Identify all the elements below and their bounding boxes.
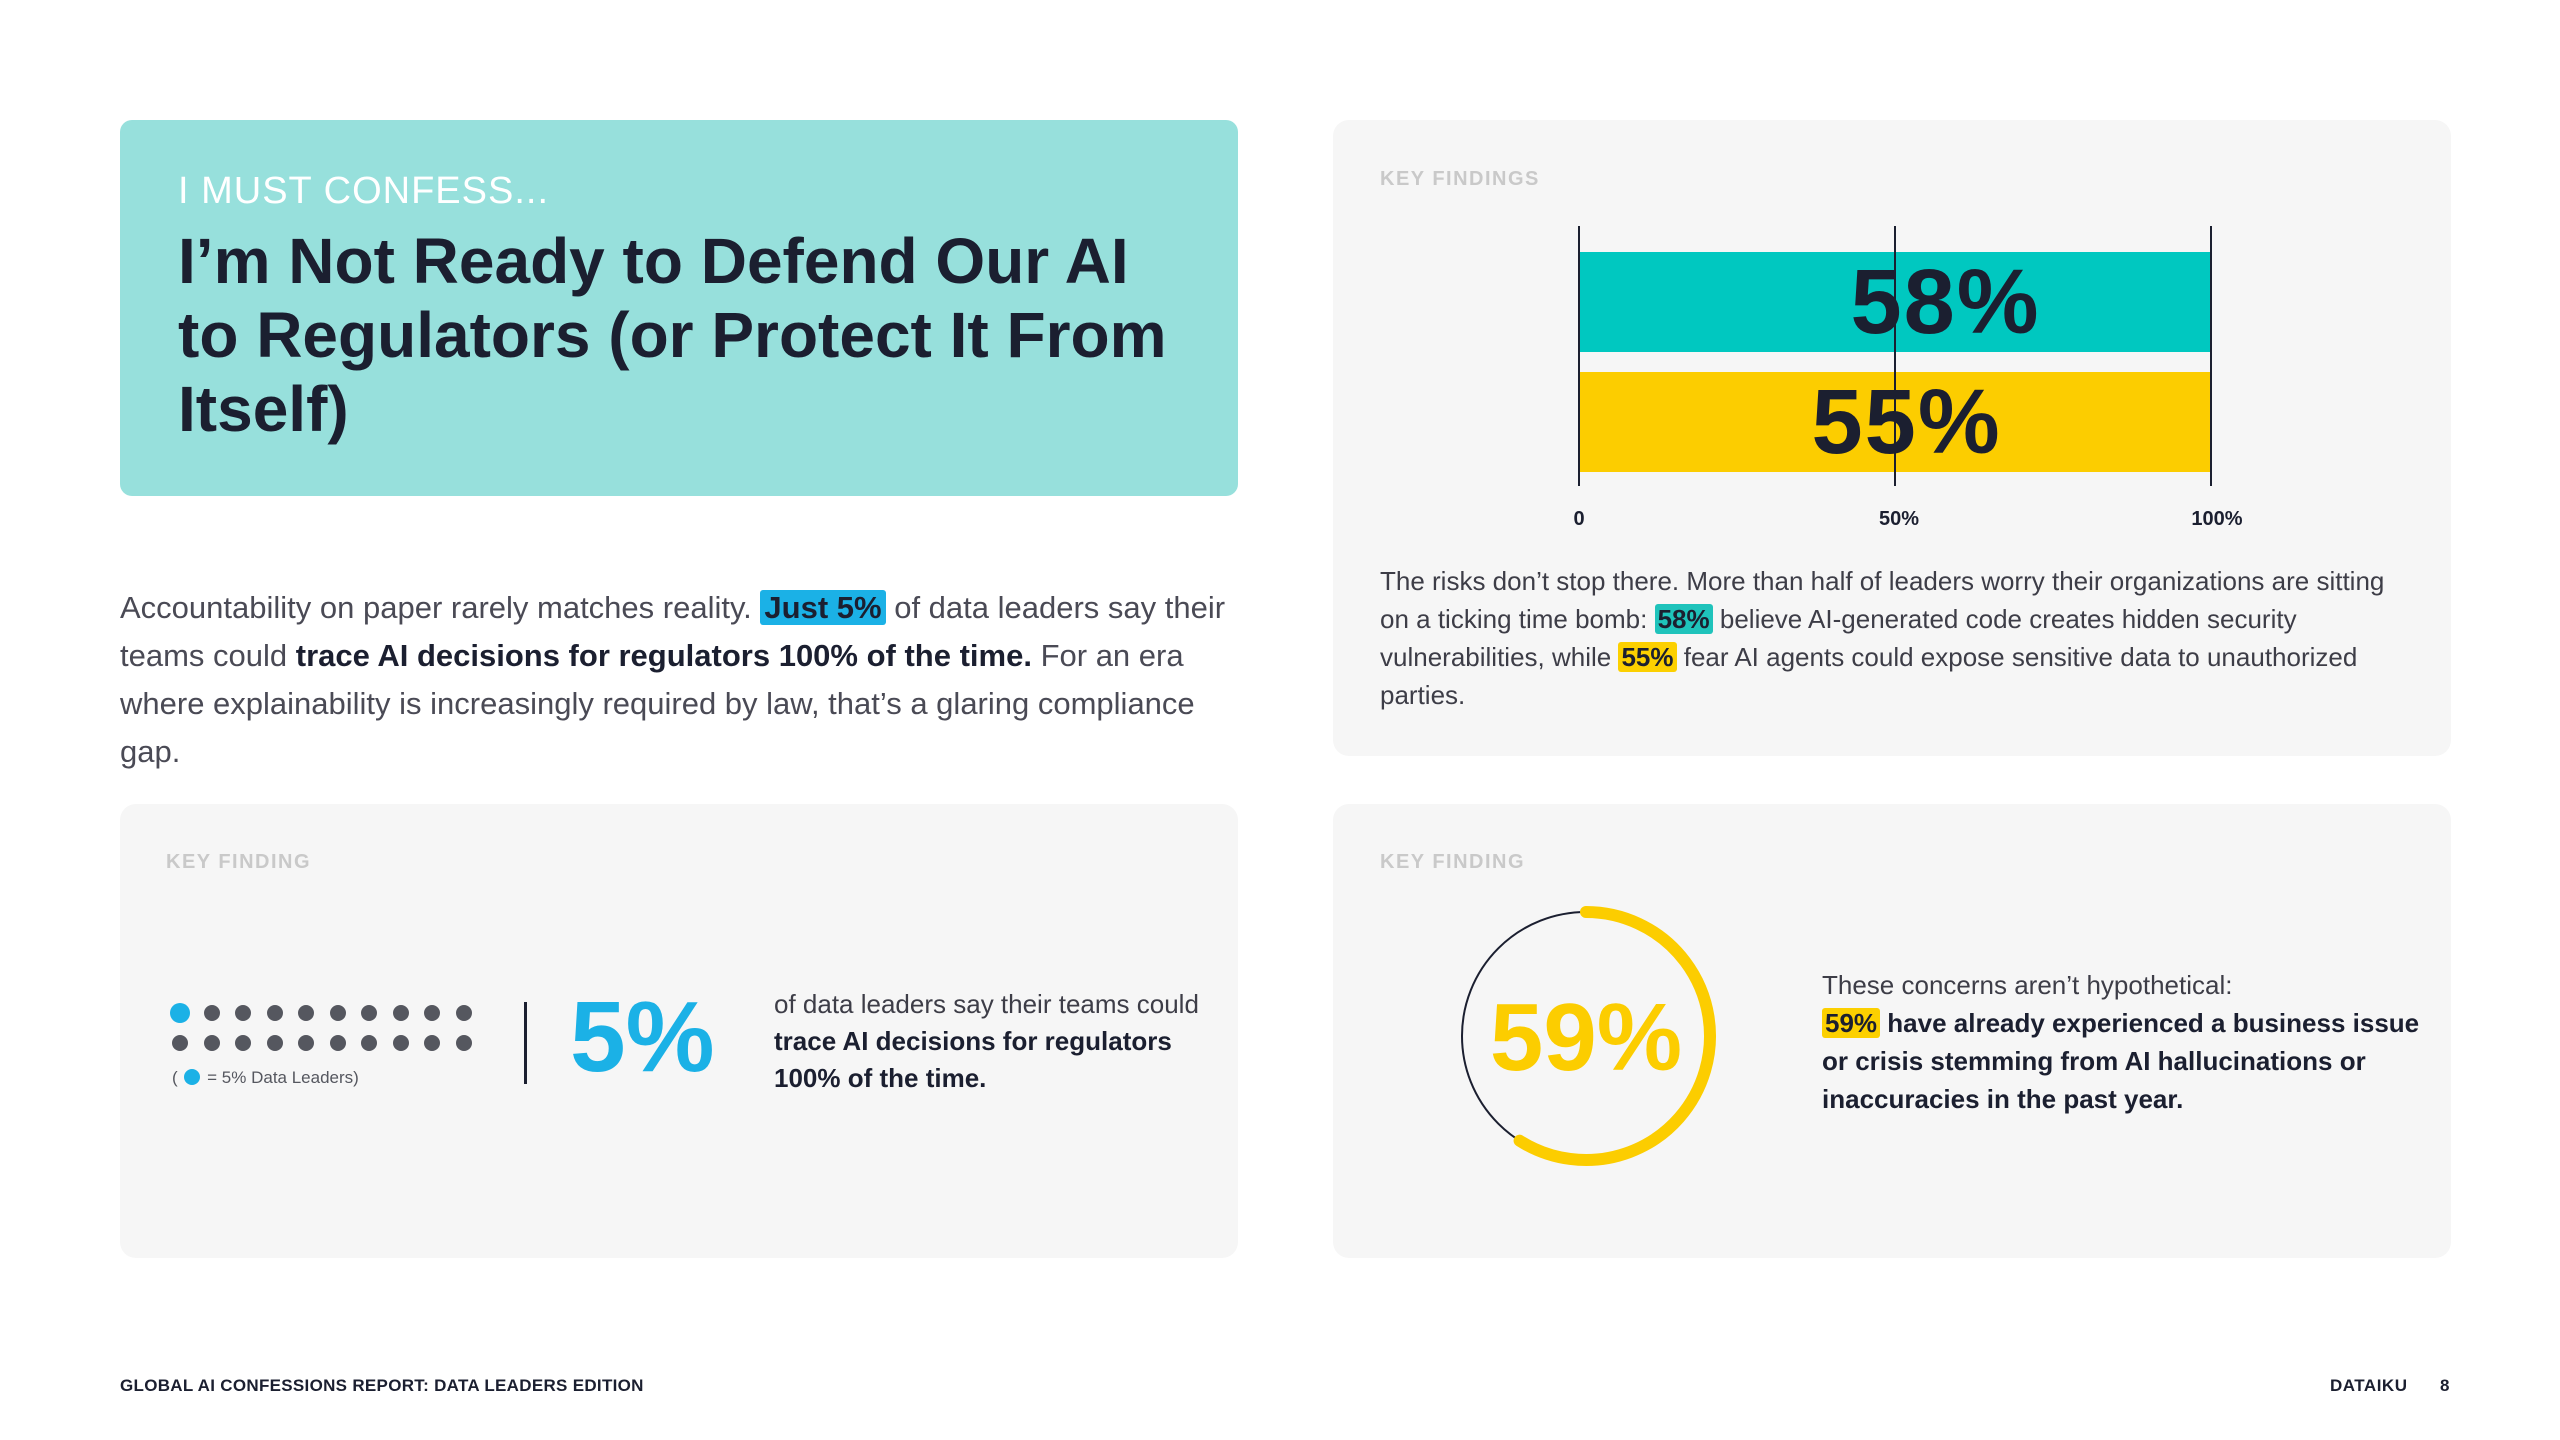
kf-text-b: believe AI-generated code creates hidden… bbox=[1380, 604, 2297, 672]
intro-bold: trace AI decisions for regulators 100% o… bbox=[295, 638, 1032, 673]
dot bbox=[361, 1005, 377, 1021]
dot bbox=[392, 1035, 409, 1051]
dot bbox=[172, 1035, 188, 1051]
dot bbox=[298, 1005, 314, 1021]
dot bbox=[235, 1005, 251, 1021]
axis-gridline bbox=[2210, 226, 2212, 486]
kf-highlight-58: 58% bbox=[1654, 604, 1713, 634]
dot bbox=[361, 1035, 377, 1051]
big-stat-5: 5% bbox=[570, 981, 715, 1093]
intro-text-1: Accountability on paper rarely matches r… bbox=[120, 590, 752, 625]
dot bbox=[235, 1035, 251, 1051]
axis-tick-label: 100% bbox=[2191, 508, 2243, 530]
dots-text-bold: trace AI decisions for regulators 100% o… bbox=[774, 1026, 1172, 1093]
intro-text-3: For an era where explainability is incre… bbox=[120, 638, 1195, 769]
dot bbox=[298, 1035, 314, 1051]
title-card bbox=[120, 120, 1238, 496]
dots-finding-text: of data leaders say their teams could tr… bbox=[774, 986, 1214, 1097]
kf-text-a: The risks don’t stop there. More than ha… bbox=[1380, 566, 2385, 634]
legend-open: ( bbox=[172, 1068, 178, 1087]
page-title: I’m Not Ready to Defend Our AI to Regula… bbox=[178, 225, 1167, 445]
key-finding-ring-card bbox=[1333, 804, 2451, 1258]
kf-text-c: fear AI agents could expose sensitive da… bbox=[1380, 642, 2358, 710]
key-findings-label: KEY FINDINGS bbox=[1380, 168, 1540, 190]
intro-highlight: Just 5% bbox=[760, 590, 886, 625]
dot bbox=[329, 1035, 346, 1051]
dot bbox=[424, 1005, 440, 1021]
dot bbox=[203, 1035, 220, 1051]
dot-highlighted bbox=[170, 1003, 190, 1023]
bar-value-label: 55% bbox=[1811, 371, 2002, 473]
dot bbox=[392, 1005, 409, 1021]
page-number: 8 bbox=[2440, 1376, 2450, 1395]
axis-gridline bbox=[1894, 226, 1896, 486]
axis-tick-label: 50% bbox=[1878, 508, 1920, 530]
dot-legend: ( = 5% Data Leaders) bbox=[172, 1068, 359, 1088]
intro-paragraph: Accountability on paper rarely matches r… bbox=[120, 584, 1240, 776]
ring-progress-arc bbox=[1513, 906, 1716, 1166]
dot bbox=[455, 1005, 472, 1021]
dot bbox=[424, 1035, 440, 1051]
vertical-divider bbox=[524, 1002, 527, 1084]
legend-dot-icon bbox=[184, 1069, 201, 1085]
dot bbox=[329, 1005, 346, 1021]
key-finding-label-right: KEY FINDING bbox=[1380, 851, 1526, 873]
key-finding-label-left: KEY FINDING bbox=[166, 851, 312, 873]
dot bbox=[455, 1035, 472, 1051]
dot bbox=[203, 1005, 220, 1021]
bar-value-label: 58% bbox=[1850, 251, 2041, 353]
key-findings-text: The risks don’t stop there. More than ha… bbox=[1380, 562, 2420, 714]
footer-report-title: GLOBAL AI CONFESSIONS REPORT: DATA LEADE… bbox=[120, 1376, 644, 1395]
ring-finding-text: These concerns aren’t hypothetical: 59% … bbox=[1822, 966, 2422, 1118]
kf-highlight-55: 55% bbox=[1618, 642, 1677, 672]
key-finding-dots-card bbox=[120, 804, 1238, 1258]
intro-text-2: of data leaders say their teams could bbox=[120, 590, 1226, 673]
ring-text-bold: have already experienced a business issu… bbox=[1822, 1008, 2420, 1114]
ring-highlight-59: 59% bbox=[1822, 1008, 1881, 1038]
ring-value: 59% bbox=[1489, 984, 1683, 1091]
footer-brand: DATAIKU bbox=[2330, 1376, 2408, 1395]
dot bbox=[266, 1035, 283, 1051]
dot bbox=[266, 1005, 283, 1021]
axis-gridline bbox=[1578, 226, 1580, 486]
axis-tick-label: 0 bbox=[1573, 508, 1585, 530]
title-eyebrow: I MUST CONFESS... bbox=[178, 170, 550, 212]
ring-text-a: These concerns aren’t hypothetical: bbox=[1822, 970, 2233, 1000]
dots-text-a: of data leaders say their teams could bbox=[774, 989, 1199, 1019]
legend-text: = 5% Data Leaders) bbox=[207, 1068, 359, 1087]
ring-chart bbox=[1461, 906, 1716, 1166]
